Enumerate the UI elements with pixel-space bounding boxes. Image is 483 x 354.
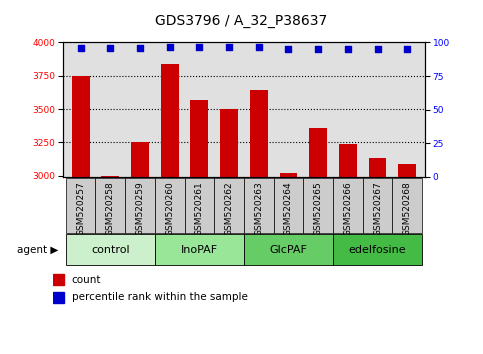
Text: GSM520267: GSM520267	[373, 182, 382, 236]
Point	[196, 44, 203, 49]
Text: GSM520263: GSM520263	[254, 182, 263, 236]
FancyBboxPatch shape	[66, 178, 96, 233]
Text: GSM520258: GSM520258	[106, 182, 115, 236]
FancyBboxPatch shape	[244, 178, 273, 233]
Text: GSM520264: GSM520264	[284, 182, 293, 236]
FancyBboxPatch shape	[96, 178, 125, 233]
Point	[284, 46, 292, 52]
Bar	[220, 109, 238, 177]
Text: GSM520260: GSM520260	[165, 182, 174, 236]
Text: GSM520257: GSM520257	[76, 182, 85, 236]
Text: GSM520268: GSM520268	[403, 182, 412, 236]
Bar	[309, 128, 327, 177]
FancyBboxPatch shape	[273, 178, 303, 233]
Point	[136, 45, 144, 51]
FancyBboxPatch shape	[303, 178, 333, 233]
Text: InoPAF: InoPAF	[181, 245, 218, 255]
Text: GlcPAF: GlcPAF	[270, 245, 307, 255]
Text: GSM520261: GSM520261	[195, 182, 204, 236]
Text: control: control	[91, 245, 129, 255]
Bar	[101, 176, 119, 177]
FancyBboxPatch shape	[392, 178, 422, 233]
FancyBboxPatch shape	[363, 178, 392, 233]
FancyBboxPatch shape	[333, 178, 363, 233]
Point	[106, 45, 114, 51]
Text: GSM520259: GSM520259	[136, 182, 144, 236]
Text: GSM520266: GSM520266	[343, 182, 352, 236]
Point	[225, 44, 233, 49]
Point	[255, 44, 263, 49]
Bar	[71, 76, 89, 177]
Bar	[53, 274, 64, 285]
Text: percentile rank within the sample: percentile rank within the sample	[72, 292, 248, 302]
Text: agent ▶: agent ▶	[16, 245, 58, 255]
Bar	[339, 144, 357, 177]
Bar	[161, 64, 179, 177]
Text: GSM520265: GSM520265	[313, 182, 323, 236]
Bar	[53, 292, 64, 303]
Text: edelfosine: edelfosine	[349, 245, 406, 255]
Text: GSM520262: GSM520262	[225, 182, 234, 236]
FancyBboxPatch shape	[333, 234, 422, 265]
Point	[344, 46, 352, 52]
FancyBboxPatch shape	[155, 178, 185, 233]
FancyBboxPatch shape	[244, 234, 333, 265]
Point	[403, 46, 411, 52]
Point	[77, 45, 85, 51]
Bar	[250, 90, 268, 177]
FancyBboxPatch shape	[185, 178, 214, 233]
Point	[374, 46, 382, 52]
FancyBboxPatch shape	[125, 178, 155, 233]
Point	[314, 46, 322, 52]
Bar	[131, 142, 149, 177]
Bar	[280, 173, 298, 177]
Text: count: count	[72, 275, 101, 285]
Bar	[369, 158, 386, 177]
Bar	[190, 100, 208, 177]
Point	[166, 44, 173, 49]
FancyBboxPatch shape	[155, 234, 244, 265]
FancyBboxPatch shape	[214, 178, 244, 233]
Bar	[398, 164, 416, 177]
FancyBboxPatch shape	[66, 234, 155, 265]
Text: GDS3796 / A_32_P38637: GDS3796 / A_32_P38637	[156, 14, 327, 28]
